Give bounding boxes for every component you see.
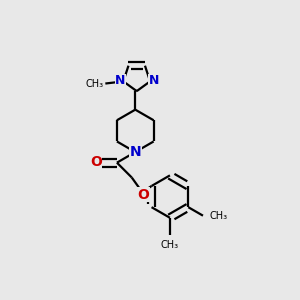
Text: N: N xyxy=(130,145,141,159)
Text: CH₃: CH₃ xyxy=(161,240,179,250)
Text: O: O xyxy=(137,188,149,202)
Text: CH₃: CH₃ xyxy=(86,79,104,88)
Text: N: N xyxy=(115,74,126,87)
Text: CH₃: CH₃ xyxy=(209,211,228,221)
Text: N: N xyxy=(148,74,159,87)
Text: O: O xyxy=(90,155,102,169)
